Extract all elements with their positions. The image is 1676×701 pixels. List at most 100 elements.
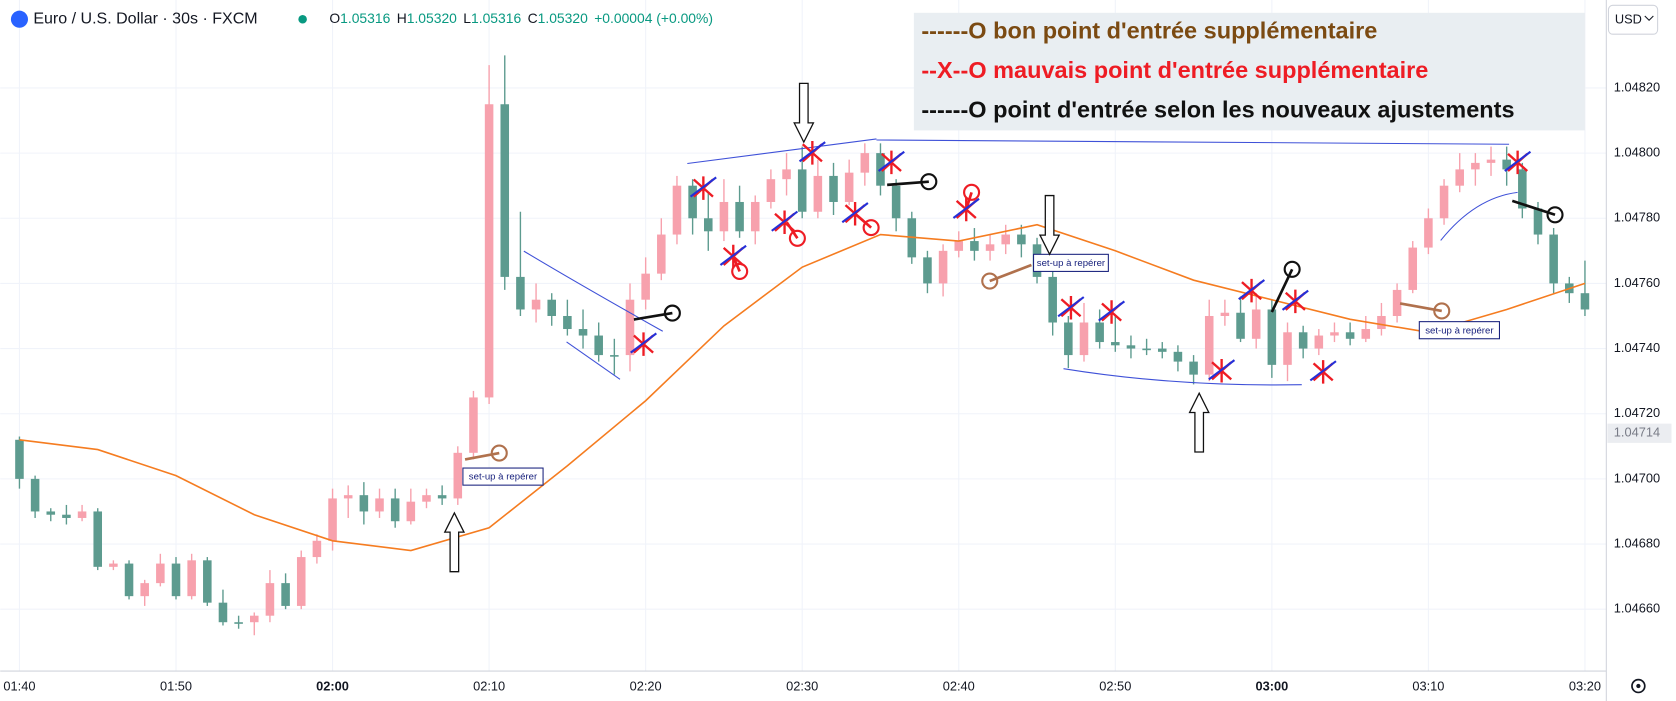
blue-stroke xyxy=(1057,296,1085,318)
candle-body xyxy=(782,169,791,180)
candle-body xyxy=(1079,322,1089,356)
trendline xyxy=(1063,368,1302,386)
candle-body xyxy=(891,185,901,219)
arrow xyxy=(1038,194,1061,256)
last-price-tag xyxy=(1607,423,1672,443)
candle-body xyxy=(625,299,635,356)
candle-body xyxy=(1314,335,1324,349)
candle-body xyxy=(563,315,572,330)
candle-body xyxy=(954,241,964,251)
annotation: set-up à repérer xyxy=(469,472,538,483)
candle-body xyxy=(1267,309,1277,365)
candle-body xyxy=(578,329,588,336)
candle-body xyxy=(1439,185,1449,219)
candle-body xyxy=(1236,312,1245,339)
blue-stroke xyxy=(798,141,826,163)
candle-body xyxy=(250,615,259,623)
settings-icon[interactable] xyxy=(1636,683,1641,689)
candle-body xyxy=(1455,169,1464,186)
candle-body xyxy=(281,583,290,606)
arrow xyxy=(1188,391,1210,453)
blue-stroke xyxy=(1309,360,1337,382)
candle-body xyxy=(531,299,541,310)
last-price-label: 1.04714 xyxy=(1614,425,1660,440)
symbol-title: Euro / U.S. Dollar · 30s · FXCM xyxy=(33,9,257,27)
candle-body xyxy=(1408,247,1418,290)
x-tick-label: 02:00 xyxy=(316,678,349,693)
ohlc-label: L xyxy=(463,10,471,26)
legend-box xyxy=(913,12,1585,131)
candle-body xyxy=(1424,218,1433,248)
candle-body xyxy=(77,511,87,518)
candle-body xyxy=(437,495,447,499)
candle-body xyxy=(218,602,228,623)
candle-body xyxy=(203,560,212,603)
blue-stroke xyxy=(877,150,905,172)
candle-body xyxy=(688,185,697,219)
blue-stroke xyxy=(689,176,717,198)
candle-body xyxy=(813,175,823,212)
candle-body xyxy=(15,439,24,479)
trendline xyxy=(687,138,877,165)
legend: ------O bon point d'entrée supplémentair… xyxy=(921,17,1514,122)
ohlc-value: 1.05320 xyxy=(538,10,588,26)
candle-body xyxy=(30,478,40,512)
candle-body xyxy=(109,563,118,567)
candle-body xyxy=(500,104,510,277)
candle-body xyxy=(594,335,603,356)
candle-body xyxy=(296,557,306,606)
candle-body xyxy=(422,495,431,502)
candle-body xyxy=(171,563,181,597)
settings-icon[interactable] xyxy=(1631,678,1646,694)
candle-body xyxy=(797,169,807,212)
plot xyxy=(15,55,1590,636)
candle-body xyxy=(124,563,134,597)
y-tick-label: 1.04740 xyxy=(1614,340,1660,355)
blue-stroke xyxy=(1238,279,1266,301)
blue-stroke xyxy=(1208,359,1236,381)
candle-body xyxy=(923,257,932,284)
y-tick-label: 1.04760 xyxy=(1614,275,1660,290)
candle-body xyxy=(62,514,71,518)
candle-body xyxy=(657,234,666,274)
candle-body xyxy=(359,495,369,512)
candle-body xyxy=(46,511,56,515)
y-tick-label: 1.04680 xyxy=(1614,535,1660,550)
candle-body xyxy=(610,355,619,357)
candle-body xyxy=(516,276,525,310)
blue-stroke xyxy=(1281,289,1309,311)
trendline xyxy=(523,250,664,332)
candle-body xyxy=(750,201,760,232)
trendline xyxy=(566,341,621,380)
candle-body xyxy=(1064,322,1073,356)
annotation: set-up à repérer xyxy=(1425,325,1494,336)
blue-stroke xyxy=(952,197,980,219)
candle-body xyxy=(453,452,463,499)
candle-body xyxy=(1157,348,1167,352)
y-tick-label: 1.04780 xyxy=(1614,210,1660,225)
candle-body xyxy=(1204,315,1214,375)
x-tick-label: 02:20 xyxy=(630,678,662,693)
candle-body xyxy=(1251,309,1261,339)
candle-body xyxy=(985,244,995,251)
candle-body xyxy=(970,241,979,251)
entry-line xyxy=(464,451,500,461)
currency[interactable]: USD xyxy=(1615,12,1642,27)
candle-body xyxy=(234,622,243,624)
entry-circle xyxy=(862,219,880,237)
legend-entry: ------O bon point d'entrée supplémentair… xyxy=(921,17,1377,43)
ohlc-value: 1.05316 xyxy=(471,10,521,26)
currency-button[interactable] xyxy=(1607,4,1659,35)
candle-body xyxy=(1518,169,1527,209)
candle-body xyxy=(1189,361,1198,375)
chevron[interactable] xyxy=(1644,15,1654,22)
candle-body xyxy=(703,218,713,232)
x-tick-label: 03:10 xyxy=(1412,678,1444,693)
candle-body xyxy=(1001,234,1010,245)
candle-body xyxy=(1471,162,1480,170)
y-tick-label: 1.04800 xyxy=(1614,145,1660,160)
ohlc-value: 1.05316 xyxy=(340,10,390,26)
blue-stroke xyxy=(1098,300,1126,322)
y-tick-label: 1.04820 xyxy=(1614,79,1660,94)
